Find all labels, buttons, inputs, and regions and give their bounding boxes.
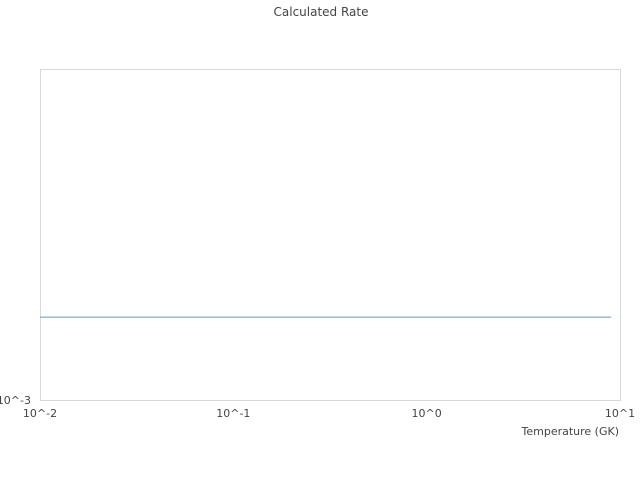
chart-title: Calculated Rate: [274, 5, 369, 19]
x-tick-label: 10^1: [605, 407, 635, 420]
x-tick-label: 10^-2: [23, 407, 57, 420]
x-tick-label: 10^-1: [216, 407, 250, 420]
y-tick-label: 10^-3: [0, 394, 31, 407]
x-tick-label: 10^0: [412, 407, 442, 420]
plot-area: [40, 69, 621, 401]
x-axis-label: Temperature (GK): [521, 425, 620, 438]
